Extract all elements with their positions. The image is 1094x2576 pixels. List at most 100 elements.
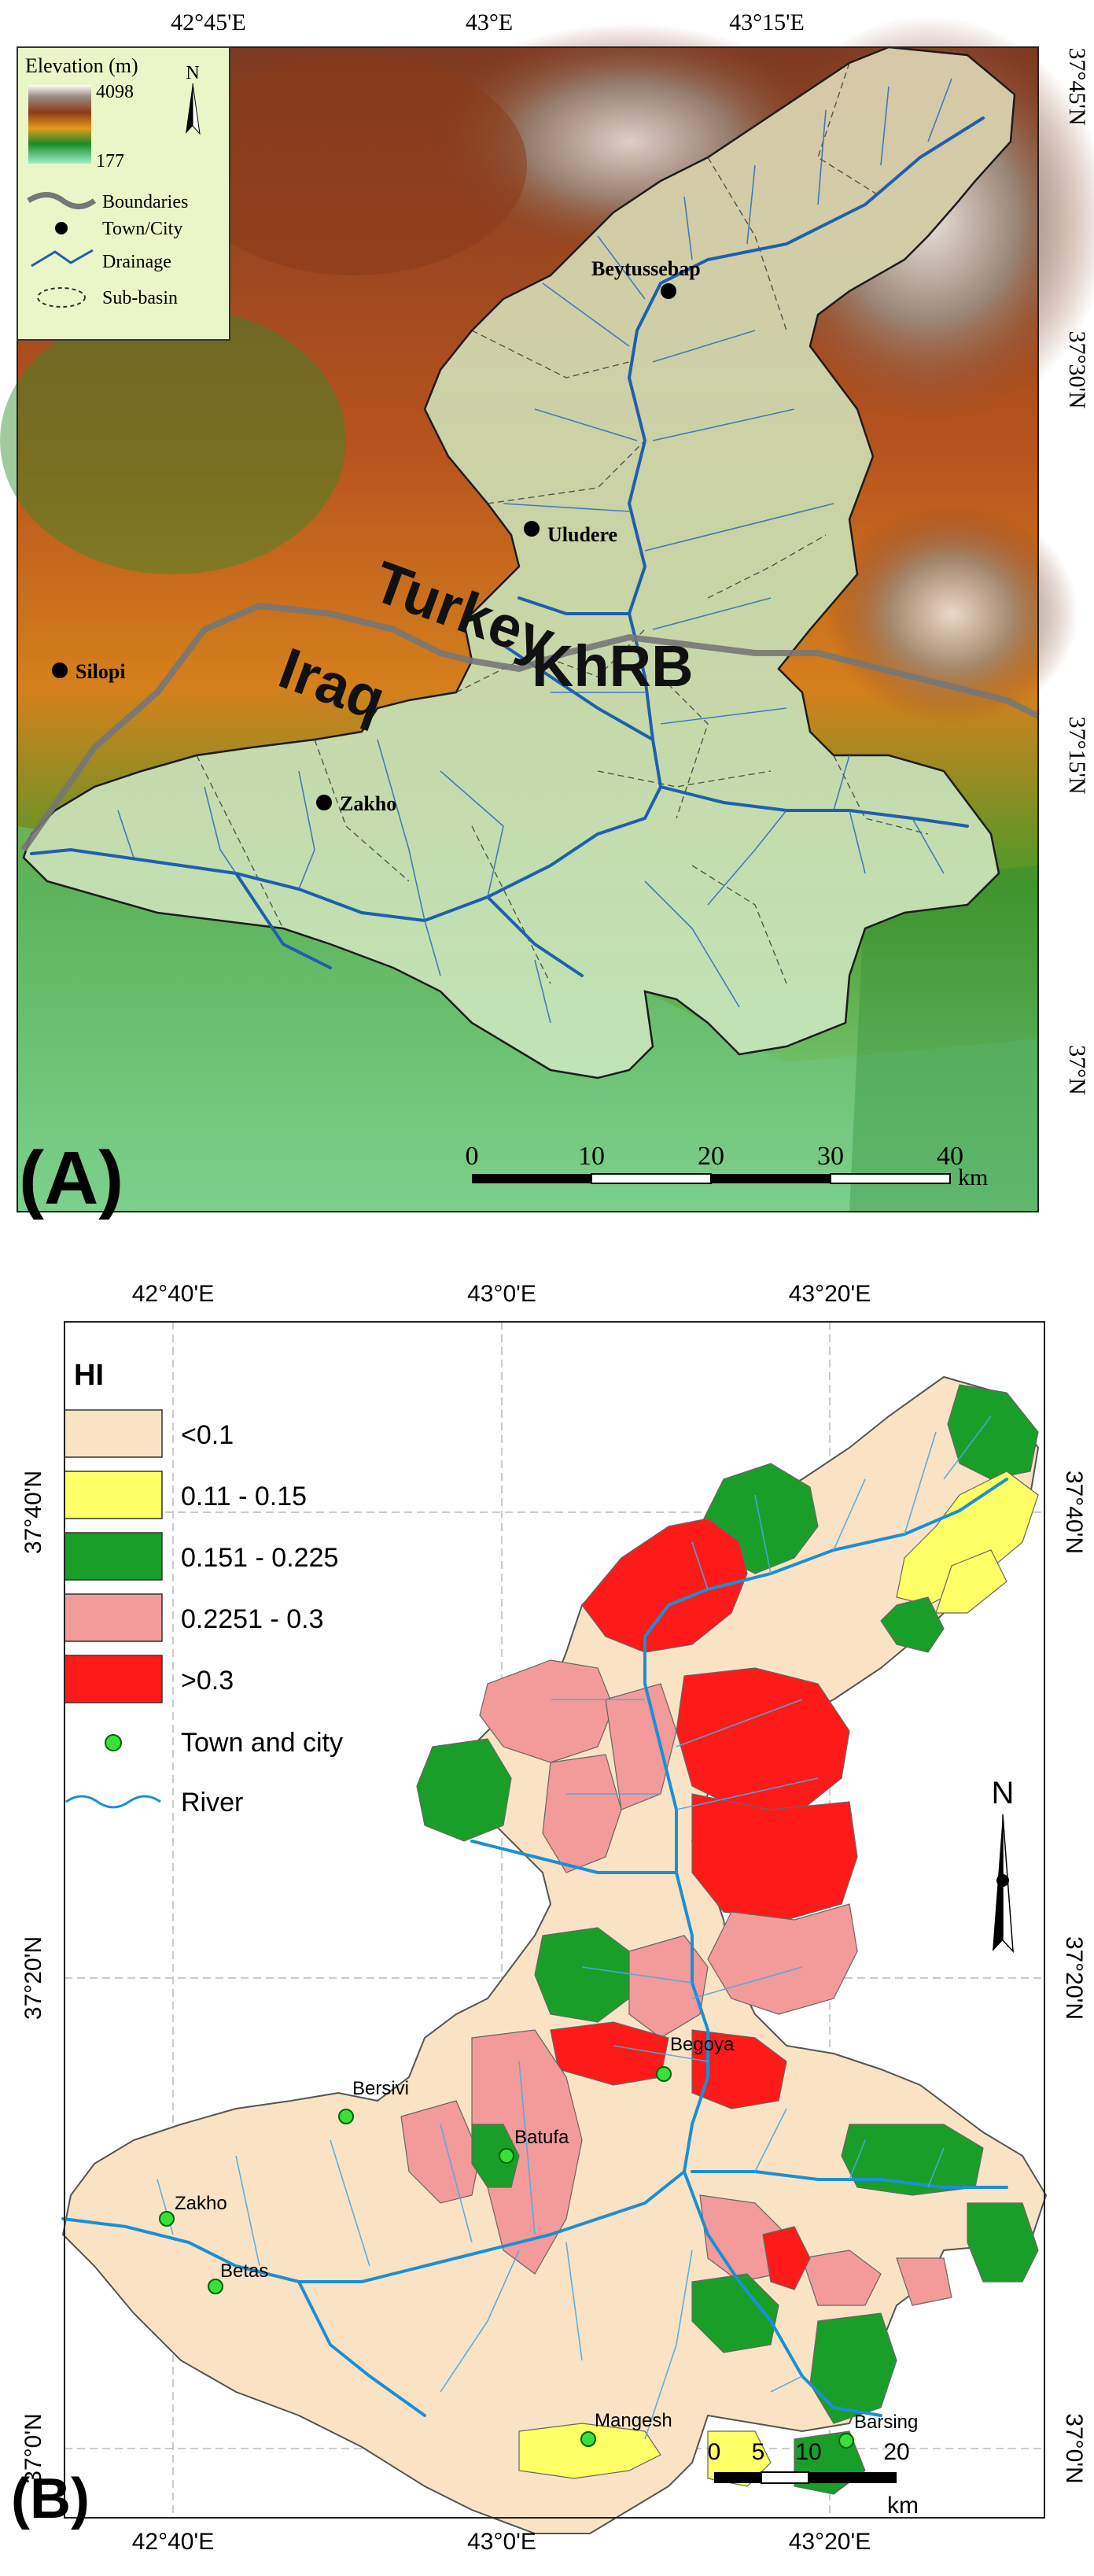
scale-b-tick-0: 0 bbox=[708, 2439, 721, 2465]
cities-layer: Beytussebap Uludere Silopi Zakho bbox=[52, 257, 701, 815]
basin-outline bbox=[22, 46, 1016, 1079]
town-dot-barsing bbox=[838, 2433, 854, 2449]
b-right-tick-1: 37°40'N bbox=[1061, 1471, 1087, 1554]
city-dot-uludere bbox=[524, 521, 540, 537]
town-mangesh: Mangesh bbox=[595, 2410, 672, 2431]
town-dot-mangesh bbox=[580, 2431, 596, 2447]
scale-tick-30: 30 bbox=[817, 1142, 844, 1171]
river-tributaries bbox=[157, 1415, 992, 2440]
scale-tick-0: 0 bbox=[466, 1142, 479, 1171]
town-batufa: Batufa bbox=[514, 2127, 569, 2148]
b-right-tick-3: 37°0'N bbox=[1061, 2413, 1087, 2483]
scale-b-tick-10: 10 bbox=[795, 2439, 821, 2465]
legend-swatch-2 bbox=[64, 1471, 163, 1519]
elevation-ramp bbox=[28, 85, 91, 164]
north-label-b: N bbox=[992, 1776, 1015, 1810]
b-bottom-tick-1: 42°40'E bbox=[132, 2529, 214, 2555]
legend-class-1: <0.1 bbox=[181, 1420, 234, 1450]
hi-legend-title: HI bbox=[74, 1359, 104, 1392]
town-dot-begoya bbox=[656, 2066, 672, 2082]
legend-max: 4098 bbox=[96, 82, 134, 102]
scale-tick-20: 20 bbox=[698, 1142, 724, 1171]
city-dot-silopi bbox=[52, 662, 68, 678]
scale-bar-a: 0 10 20 30 40 km bbox=[466, 1142, 989, 1190]
town-dot-batufa bbox=[499, 2148, 514, 2164]
town-legend-symbol bbox=[105, 1734, 122, 1751]
b-right-tick-2: 37°20'N bbox=[1061, 1936, 1087, 2020]
b-bottom-tick-2: 43°0'E bbox=[467, 2529, 536, 2555]
scale-bar-b: 0 5 10 20 km bbox=[708, 2439, 919, 2519]
legend-river: River bbox=[181, 1788, 243, 1818]
b-bottom-tick-3: 43°20'E bbox=[789, 2529, 871, 2555]
city-zakho: Zakho bbox=[340, 792, 396, 815]
right-tick-2: 37°30'N bbox=[1064, 330, 1090, 408]
town-dot-betas bbox=[208, 2279, 223, 2294]
subbasin-legend-symbol bbox=[37, 287, 86, 308]
scale-tick-10: 10 bbox=[578, 1142, 605, 1171]
river-main bbox=[61, 1478, 1008, 2417]
scale-unit: km bbox=[958, 1164, 988, 1190]
legend-swatch-3 bbox=[64, 1532, 163, 1581]
town-zakho: Zakho bbox=[175, 2193, 227, 2214]
scale-b-unit: km bbox=[887, 2493, 919, 2519]
city-beytussebap: Beytussebap bbox=[591, 257, 701, 280]
towns-layer: Begoya Bersivi Batufa Zakho Betas Manges… bbox=[159, 2034, 918, 2449]
map-frame bbox=[17, 46, 1039, 1212]
town-dot-zakho bbox=[159, 2211, 175, 2227]
legend-swatch-1 bbox=[64, 1409, 163, 1458]
legend-class-5: >0.3 bbox=[181, 1666, 234, 1696]
legend-subbasin: Sub-basin bbox=[102, 288, 178, 308]
legend-town: Town/City bbox=[102, 219, 182, 239]
b-left-tick-3: 37°0'N bbox=[20, 2413, 46, 2483]
minor-drainage bbox=[117, 78, 952, 1024]
scale-b-tick-5: 5 bbox=[752, 2439, 765, 2465]
town-barsing: Barsing bbox=[854, 2412, 918, 2433]
label-khrb: KhRB bbox=[532, 633, 694, 699]
legend-class-2: 0.11 - 0.15 bbox=[181, 1482, 307, 1511]
legend-min: 177 bbox=[96, 151, 124, 172]
right-tick-3: 37°15'N bbox=[1064, 716, 1090, 794]
hi-legend: HI <0.1 0.11 - 0.15 0.151 - 0.225 0.2251… bbox=[64, 1359, 343, 1818]
legend-drainage: Drainage bbox=[102, 252, 171, 272]
top-tick-3: 43°15'E bbox=[729, 9, 805, 35]
top-tick-2: 43°E bbox=[466, 9, 513, 35]
b-top-tick-1: 42°40'E bbox=[132, 1281, 214, 1307]
sub-basin-lines bbox=[196, 62, 929, 984]
elevation-legend: Elevation (m) 4098 177 Boundaries Town/C… bbox=[17, 46, 230, 341]
river-legend-symbol bbox=[65, 1795, 161, 1809]
panel-b-hi-map: Begoya Bersivi Batufa Zakho Betas Manges… bbox=[0, 1259, 1094, 2572]
legend-class-3: 0.151 - 0.225 bbox=[181, 1543, 338, 1573]
b-left-tick-1: 37°40'N bbox=[20, 1471, 46, 1554]
scale-b-tick-20: 20 bbox=[883, 2439, 909, 2465]
city-silopi: Silopi bbox=[76, 660, 126, 683]
legend-title: Elevation (m) bbox=[25, 54, 138, 77]
city-dot-beytussebap bbox=[661, 283, 676, 299]
panel-a-elevation-map: 42°45'E 43°E 43°15'E 37°45'N 37°30'N 37°… bbox=[0, 0, 1094, 1235]
city-dot-zakho bbox=[316, 795, 332, 810]
town-dot-bersivi bbox=[338, 2109, 354, 2124]
legend-swatch-5 bbox=[64, 1655, 163, 1703]
legend-town: Town and city bbox=[181, 1728, 343, 1758]
b-top-tick-3: 43°20'E bbox=[789, 1281, 871, 1307]
city-uludere: Uludere bbox=[547, 523, 617, 546]
north-label: N bbox=[186, 63, 199, 83]
b-top-tick-2: 43°0'E bbox=[467, 1281, 536, 1307]
hi-class-polygons bbox=[400, 1384, 1039, 2495]
drainage-legend-symbol bbox=[31, 249, 94, 268]
town-betas: Betas bbox=[220, 2260, 268, 2282]
boundary-legend-symbol bbox=[27, 192, 97, 209]
b-left-tick-2: 37°20'N bbox=[20, 1936, 46, 2020]
right-tick-4: 37°N bbox=[1064, 1045, 1090, 1095]
north-arrow-b: N bbox=[992, 1776, 1015, 1954]
scale-tick-40: 40 bbox=[937, 1142, 963, 1171]
international-boundary bbox=[20, 602, 1040, 852]
town-begoya: Begoya bbox=[670, 2034, 735, 2055]
city-legend-symbol bbox=[55, 222, 68, 234]
top-tick-1: 42°45'E bbox=[171, 9, 246, 35]
right-tick-1: 37°45'N bbox=[1064, 47, 1090, 125]
town-bersivi: Bersivi bbox=[352, 2078, 409, 2099]
panel-label-b: (B) bbox=[11, 2467, 90, 2530]
panel-label-a: (A) bbox=[19, 1136, 123, 1220]
legend-swatch-4 bbox=[64, 1593, 163, 1642]
legend-class-4: 0.2251 - 0.3 bbox=[181, 1604, 323, 1634]
